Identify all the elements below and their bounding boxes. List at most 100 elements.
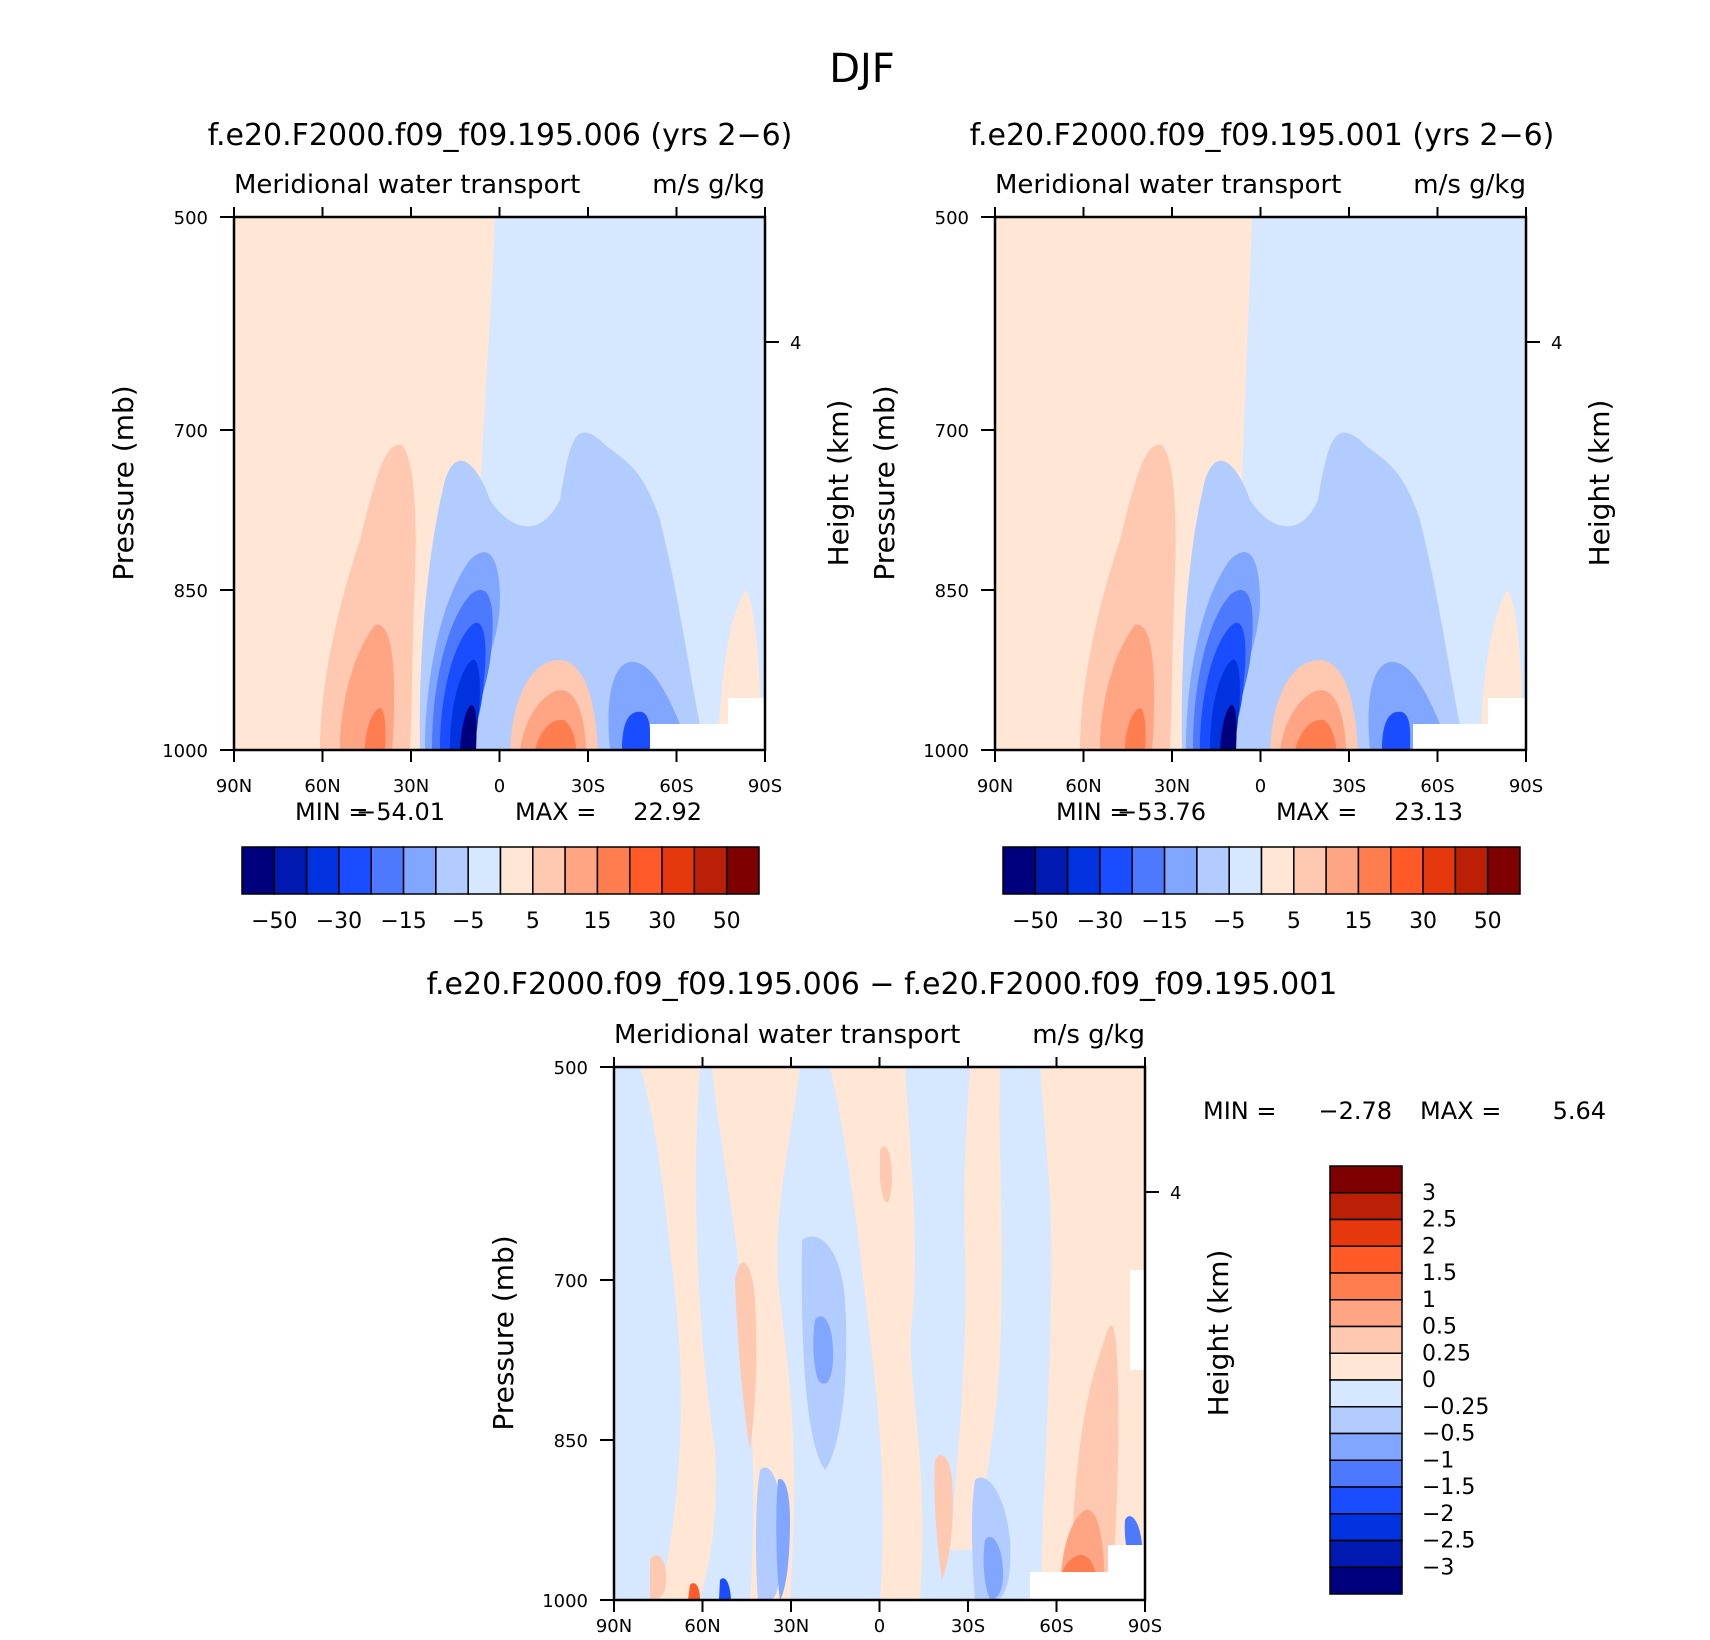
- contour-band-neg-3b: [983, 1536, 1004, 1600]
- colorbar-tick-label: −15: [1141, 909, 1187, 934]
- stat-max-label: MAX =: [1276, 798, 1357, 826]
- x-tick-label: 30S: [571, 776, 605, 797]
- colorbar-swatch: [661, 846, 696, 895]
- colorbar-swatch: [1329, 1379, 1403, 1408]
- contour-band-pos-1e: [1040, 1067, 1145, 1600]
- colorbar-tick-label: −2.5: [1422, 1529, 1475, 1554]
- y-axis-label: Pressure (mb): [107, 385, 140, 580]
- colorbar-tick-label: 1.5: [1422, 1261, 1457, 1286]
- y-tick-label: 500: [554, 1058, 588, 1079]
- colorbar-swatch: [1329, 1406, 1403, 1435]
- panel-subtitle-right: m/s g/kg: [1413, 170, 1526, 200]
- y-tick-label-right: 4: [1170, 1183, 1181, 1204]
- contour-band-pos-2d: [880, 1146, 892, 1203]
- contour-band-pos-2b: [735, 1262, 757, 1450]
- colorbar-tick-label: 50: [713, 909, 741, 934]
- colorbar-tick-label: 30: [648, 909, 676, 934]
- panel-difference: f.e20.F2000.f09_f09.195.006 − f.e20.F200…: [427, 967, 1606, 1637]
- stat-min-value: −54.01: [356, 798, 445, 826]
- contour-band-pos-4b: [1295, 719, 1336, 750]
- colorbar-tick-label: −1: [1422, 1448, 1454, 1473]
- contour-band-neg-4: [719, 1578, 731, 1600]
- colorbar-swatch: [1329, 1513, 1403, 1542]
- contour-band-pos-1d: [950, 1067, 1002, 1550]
- colorbar-vertical: 32.521.510.50.250−0.25−0.5−1−1.5−2−2.5−3: [1329, 1165, 1489, 1595]
- panel-subtitle-right: m/s g/kg: [1032, 1020, 1145, 1050]
- colorbar-swatch: [338, 846, 372, 895]
- colorbar-swatch: [1329, 1566, 1403, 1595]
- y-tick-label: 850: [935, 581, 969, 602]
- contour-field: [614, 1067, 1145, 1600]
- y-axis-label-right: Height (km): [1202, 1250, 1235, 1417]
- contour-band-pos-1: [640, 1067, 717, 1600]
- x-tick-label: 90N: [596, 1616, 632, 1636]
- colorbar-tick-label: 50: [1474, 909, 1502, 934]
- panel-subtitle-left: Meridional water transport: [614, 1020, 960, 1050]
- panel-title: f.e20.F2000.f09_f09.195.001 (yrs 2−6): [970, 118, 1555, 153]
- x-tick-marks: [233, 207, 766, 762]
- colorbar-swatch: [273, 846, 308, 895]
- colorbar-swatch: [1260, 846, 1295, 895]
- x-tick-label: 90S: [1509, 776, 1543, 797]
- colorbar-swatch: [499, 846, 534, 895]
- x-tick-label: 0: [494, 776, 505, 797]
- stat-max-value: 23.13: [1394, 798, 1463, 826]
- x-tick-label: 0: [1255, 776, 1266, 797]
- colorbar-tick-label: 15: [583, 909, 611, 934]
- colorbar-tick-label: −0.25: [1422, 1395, 1489, 1420]
- contour-band-pos-5b: [688, 1583, 700, 1600]
- colorbar-swatch: [1329, 1245, 1403, 1274]
- contour-band-neg-3c: [776, 1479, 790, 1600]
- colorbar-swatch: [402, 846, 437, 895]
- colorbar-swatch: [305, 846, 340, 895]
- colorbar-tick-label: −30: [1077, 909, 1123, 934]
- x-tick-label: 30N: [773, 1616, 809, 1636]
- x-tick-label: 60S: [1039, 1616, 1073, 1636]
- colorbar-swatch: [1131, 846, 1166, 895]
- y-tick-label: 1000: [162, 741, 208, 762]
- colorbar-swatch: [1329, 1352, 1403, 1381]
- x-tick-label: 90N: [977, 776, 1013, 797]
- colorbar-tick-label: −0.5: [1422, 1422, 1475, 1447]
- contour-field: [995, 217, 1526, 750]
- missing-topography: [728, 698, 765, 750]
- y-tick-label: 700: [935, 421, 969, 442]
- colorbar-swatch: [1390, 846, 1424, 895]
- colorbar-swatch: [693, 846, 728, 895]
- colorbar-swatch: [1099, 846, 1133, 895]
- colorbar-tick-label: 15: [1344, 909, 1372, 934]
- y-tick-label-right: 4: [1551, 333, 1562, 354]
- colorbar-tick-label: 3: [1422, 1181, 1436, 1206]
- x-tick-label: 30S: [1332, 776, 1366, 797]
- colorbar-swatch: [1329, 1459, 1403, 1488]
- colorbar-tick-label: 0.25: [1422, 1341, 1471, 1366]
- y-tick-label: 500: [174, 208, 208, 229]
- contour-band-neg-2b: [755, 1467, 783, 1600]
- panel-subtitle-left: Meridional water transport: [995, 170, 1341, 200]
- contour-band-neg-7: [460, 705, 477, 750]
- colorbar-swatch: [629, 846, 663, 895]
- colorbar-tick-label: −15: [380, 909, 426, 934]
- colorbar-swatch: [564, 846, 599, 895]
- colorbar-swatch: [725, 846, 760, 895]
- colorbar-swatch: [532, 846, 566, 895]
- y-tick-label: 1000: [923, 741, 969, 762]
- colorbar-swatch: [1329, 1192, 1403, 1221]
- panel-subtitle-right: m/s g/kg: [652, 170, 765, 200]
- contour-band-pos-4: [365, 708, 386, 750]
- x-tick-label: 30S: [951, 1616, 985, 1636]
- colorbar-tick-label: −5: [452, 909, 484, 934]
- y-axis-label-right: Height (km): [1583, 400, 1616, 567]
- contour-band-pos-2c: [934, 1455, 953, 1580]
- panel-title: f.e20.F2000.f09_f09.195.006 − f.e20.F200…: [427, 967, 1338, 1002]
- colorbar-swatch: [1486, 846, 1521, 895]
- colorbar-tick-label: −50: [1012, 909, 1058, 934]
- colorbar-swatch: [1163, 846, 1198, 895]
- stat-max-value: 22.92: [633, 798, 702, 826]
- colorbar-tick-label: −50: [251, 909, 297, 934]
- missing-topography: [1108, 1545, 1145, 1600]
- y-tick-label: 850: [174, 581, 208, 602]
- colorbar-swatch: [1329, 1486, 1403, 1515]
- colorbar-tick-label: 0: [1422, 1368, 1436, 1393]
